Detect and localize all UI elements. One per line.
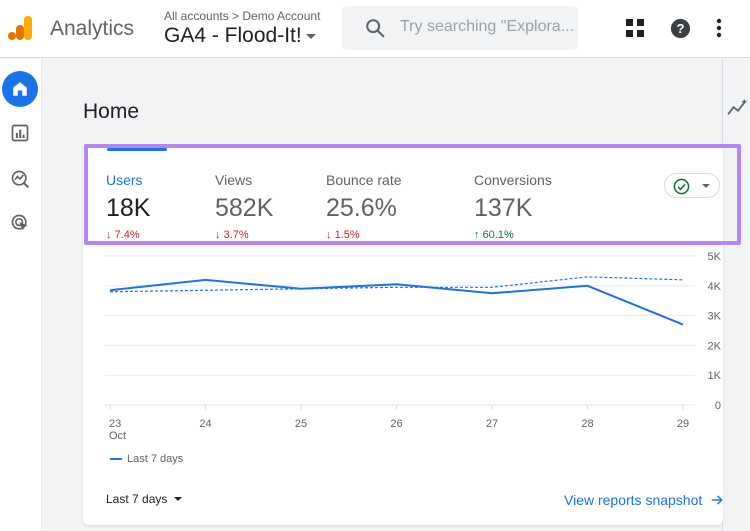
- apps-grid-icon[interactable]: [626, 19, 644, 42]
- nav-home-button[interactable]: [2, 71, 38, 107]
- x-tick-label: 24: [199, 418, 211, 430]
- reports-bar-chart-icon: [11, 124, 29, 142]
- metric-value: 18K: [106, 194, 151, 222]
- breadcrumb[interactable]: All accounts > Demo Account: [164, 9, 321, 23]
- property-selector[interactable]: GA4 - Flood-It!: [164, 24, 316, 48]
- right-insights-rail: [722, 59, 750, 531]
- metric-delta: ↓ 1.5%: [326, 229, 360, 241]
- insights-sparkline-icon[interactable]: [727, 99, 749, 122]
- metric-value: 582K: [215, 194, 274, 222]
- search-input[interactable]: [400, 18, 576, 36]
- x-tick-label: 25: [295, 418, 307, 430]
- product-name: Analytics: [50, 17, 135, 40]
- explore-icon: [11, 170, 30, 189]
- home-icon: [13, 82, 27, 96]
- active-metric-indicator: [107, 148, 167, 151]
- date-range-label: Last 7 days: [106, 492, 168, 506]
- metric-delta: ↑ 60.1%: [474, 229, 514, 241]
- metric-value: 137K: [474, 194, 533, 222]
- metric-delta: ↓ 7.4%: [106, 229, 140, 241]
- chart-legend: Last 7 days: [110, 453, 183, 465]
- metric-tab-views[interactable]: Views 582K ↓ 3.7%: [215, 172, 273, 241]
- caret-down-icon: [305, 33, 316, 39]
- advertising-target-icon: [11, 214, 28, 231]
- arrow-right-icon: [712, 495, 723, 505]
- users-series-line: [109, 278, 684, 326]
- arrow-up-icon: ↑: [474, 229, 480, 241]
- y-tick-label: 1K: [708, 370, 722, 382]
- metric-delta: ↓ 3.7%: [215, 229, 249, 241]
- nav-advertising-button[interactable]: [2, 205, 38, 241]
- search-icon: [364, 17, 386, 44]
- date-range-selector[interactable]: Last 7 days: [106, 492, 183, 506]
- y-tick-label: 0: [715, 400, 721, 412]
- y-tick-label: 3K: [708, 311, 722, 323]
- y-tick-label: 2K: [708, 340, 722, 352]
- users-line-chart[interactable]: 5K 4K 3K 2K 1K 0 23 24 25 26 27 28 29 Oct: [83, 245, 723, 445]
- x-tick-label: 23: [109, 418, 121, 430]
- metric-label: Views: [215, 172, 253, 188]
- metric-label: Users: [106, 172, 143, 188]
- comparison-series-line: [109, 276, 684, 293]
- legend-swatch: [110, 458, 122, 460]
- x-month-label: Oct: [109, 430, 126, 442]
- data-status-dropdown[interactable]: [664, 173, 720, 198]
- nav-reports-button[interactable]: [2, 115, 38, 151]
- overview-card: [83, 145, 723, 525]
- y-tick-label: 5K: [708, 251, 722, 263]
- page-title: Home: [83, 100, 140, 123]
- metric-tab-users[interactable]: Users 18K ↓ 7.4%: [106, 172, 150, 241]
- metric-tab-conversions[interactable]: Conversions 137K ↑ 60.1%: [474, 172, 552, 241]
- arrow-down-icon: ↓: [106, 229, 112, 241]
- x-tick-label: 28: [581, 418, 593, 430]
- check-circle-icon: [673, 178, 690, 195]
- property-name: GA4 - Flood-It!: [164, 24, 302, 47]
- arrow-down-icon: ↓: [215, 229, 221, 241]
- y-tick-label: 4K: [708, 281, 722, 293]
- metric-label: Conversions: [474, 172, 552, 188]
- left-nav-rail: [0, 59, 42, 531]
- legend-label: Last 7 days: [127, 453, 184, 465]
- view-reports-snapshot-link[interactable]: View reports snapshot: [564, 492, 724, 508]
- x-tick-label: 27: [486, 418, 498, 430]
- caret-down-icon: [702, 184, 710, 188]
- metric-label: Bounce rate: [326, 172, 402, 188]
- metric-tab-bounce-rate[interactable]: Bounce rate 25.6% ↓ 1.5%: [326, 172, 402, 241]
- x-tick-label: 26: [390, 418, 402, 430]
- x-tick-label: 29: [677, 418, 689, 430]
- search-bar[interactable]: [342, 6, 578, 50]
- more-vert-icon[interactable]: [716, 18, 722, 43]
- analytics-logo-icon[interactable]: [8, 14, 34, 42]
- top-app-bar: Analytics All accounts > Demo Account GA…: [0, 0, 750, 58]
- snapshot-link-label: View reports snapshot: [564, 492, 703, 508]
- caret-down-icon: [174, 497, 183, 501]
- metric-value: 25.6%: [326, 194, 397, 222]
- arrow-down-icon: ↓: [326, 229, 332, 241]
- nav-explore-button[interactable]: [2, 161, 38, 197]
- svg-text:?: ?: [676, 21, 684, 36]
- help-icon[interactable]: ?: [670, 18, 691, 44]
